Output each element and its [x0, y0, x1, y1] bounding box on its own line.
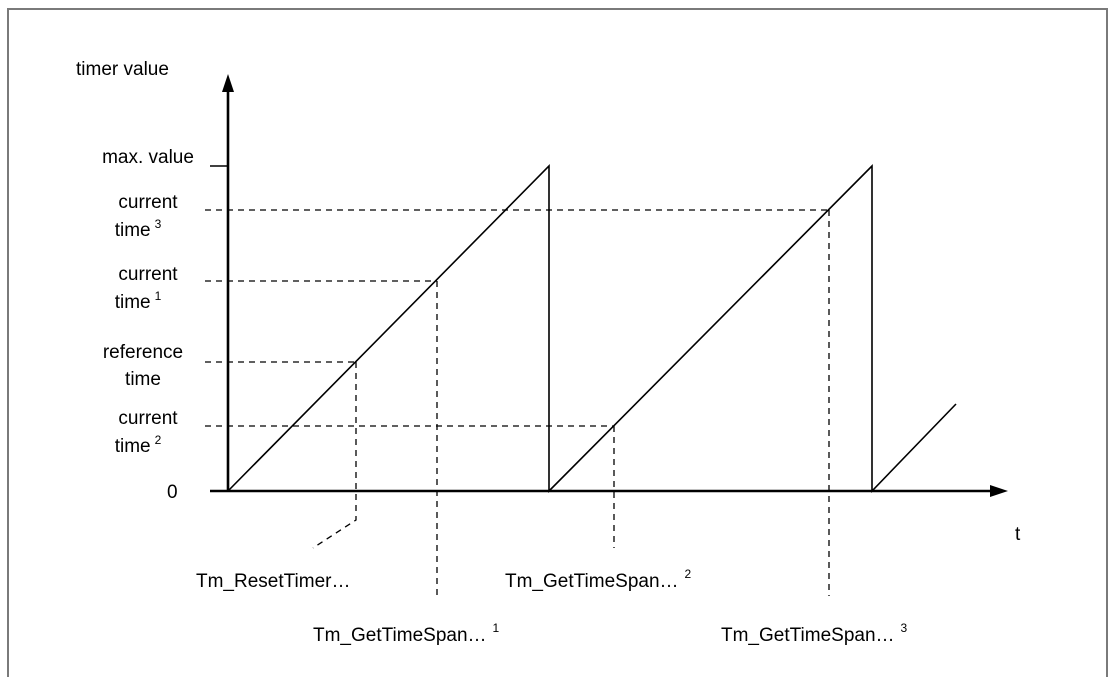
level-label-word: time: [115, 292, 151, 313]
y-axis-arrowhead: [222, 74, 234, 92]
diagram-frame: [7, 8, 1108, 677]
superscript-2: 2: [685, 567, 692, 581]
level-label-reference-time-line2: time: [125, 369, 161, 390]
superscript-1: 1: [155, 289, 162, 303]
y-axis-title: timer value: [76, 59, 169, 80]
call-label-get-time-span-2: Tm_GetTimeSpan… 2: [505, 567, 692, 592]
level-label-current-time-1: current: [118, 264, 178, 285]
call-label-text: Tm_GetTimeSpan…: [505, 571, 679, 592]
call-label-get-time-span-1: Tm_GetTimeSpan… 1: [313, 621, 500, 646]
superscript-3: 3: [901, 621, 908, 635]
x-axis-title: t: [1015, 524, 1021, 545]
level-label-current-time-3-line2: time 3: [115, 217, 162, 241]
superscript-3: 3: [155, 217, 162, 231]
call-label-text: Tm_GetTimeSpan…: [721, 625, 895, 646]
level-label-max-value: max. value: [102, 147, 194, 168]
call-label-text: Tm_GetTimeSpan…: [313, 625, 487, 646]
guide-reset-timer: [312, 362, 357, 549]
timer-sawtooth-wave: [227, 164, 957, 493]
level-label-current-time-2: current: [118, 408, 178, 429]
level-label-current-time-1-line2: time 1: [115, 289, 162, 313]
superscript-2: 2: [155, 433, 162, 447]
call-label-reset-timer: Tm_ResetTimer…: [196, 571, 350, 592]
zero-label: 0: [167, 482, 178, 503]
level-label-word: time: [115, 220, 151, 241]
x-axis-arrowhead: [990, 485, 1008, 497]
level-label-current-time-2-line2: time 2: [115, 433, 162, 457]
level-label-current-time-3: current: [118, 192, 178, 213]
superscript-1: 1: [493, 621, 500, 635]
call-label-get-time-span-3: Tm_GetTimeSpan… 3: [721, 621, 908, 646]
level-label-word: time: [115, 436, 151, 457]
level-label-reference-time: reference: [103, 342, 183, 363]
